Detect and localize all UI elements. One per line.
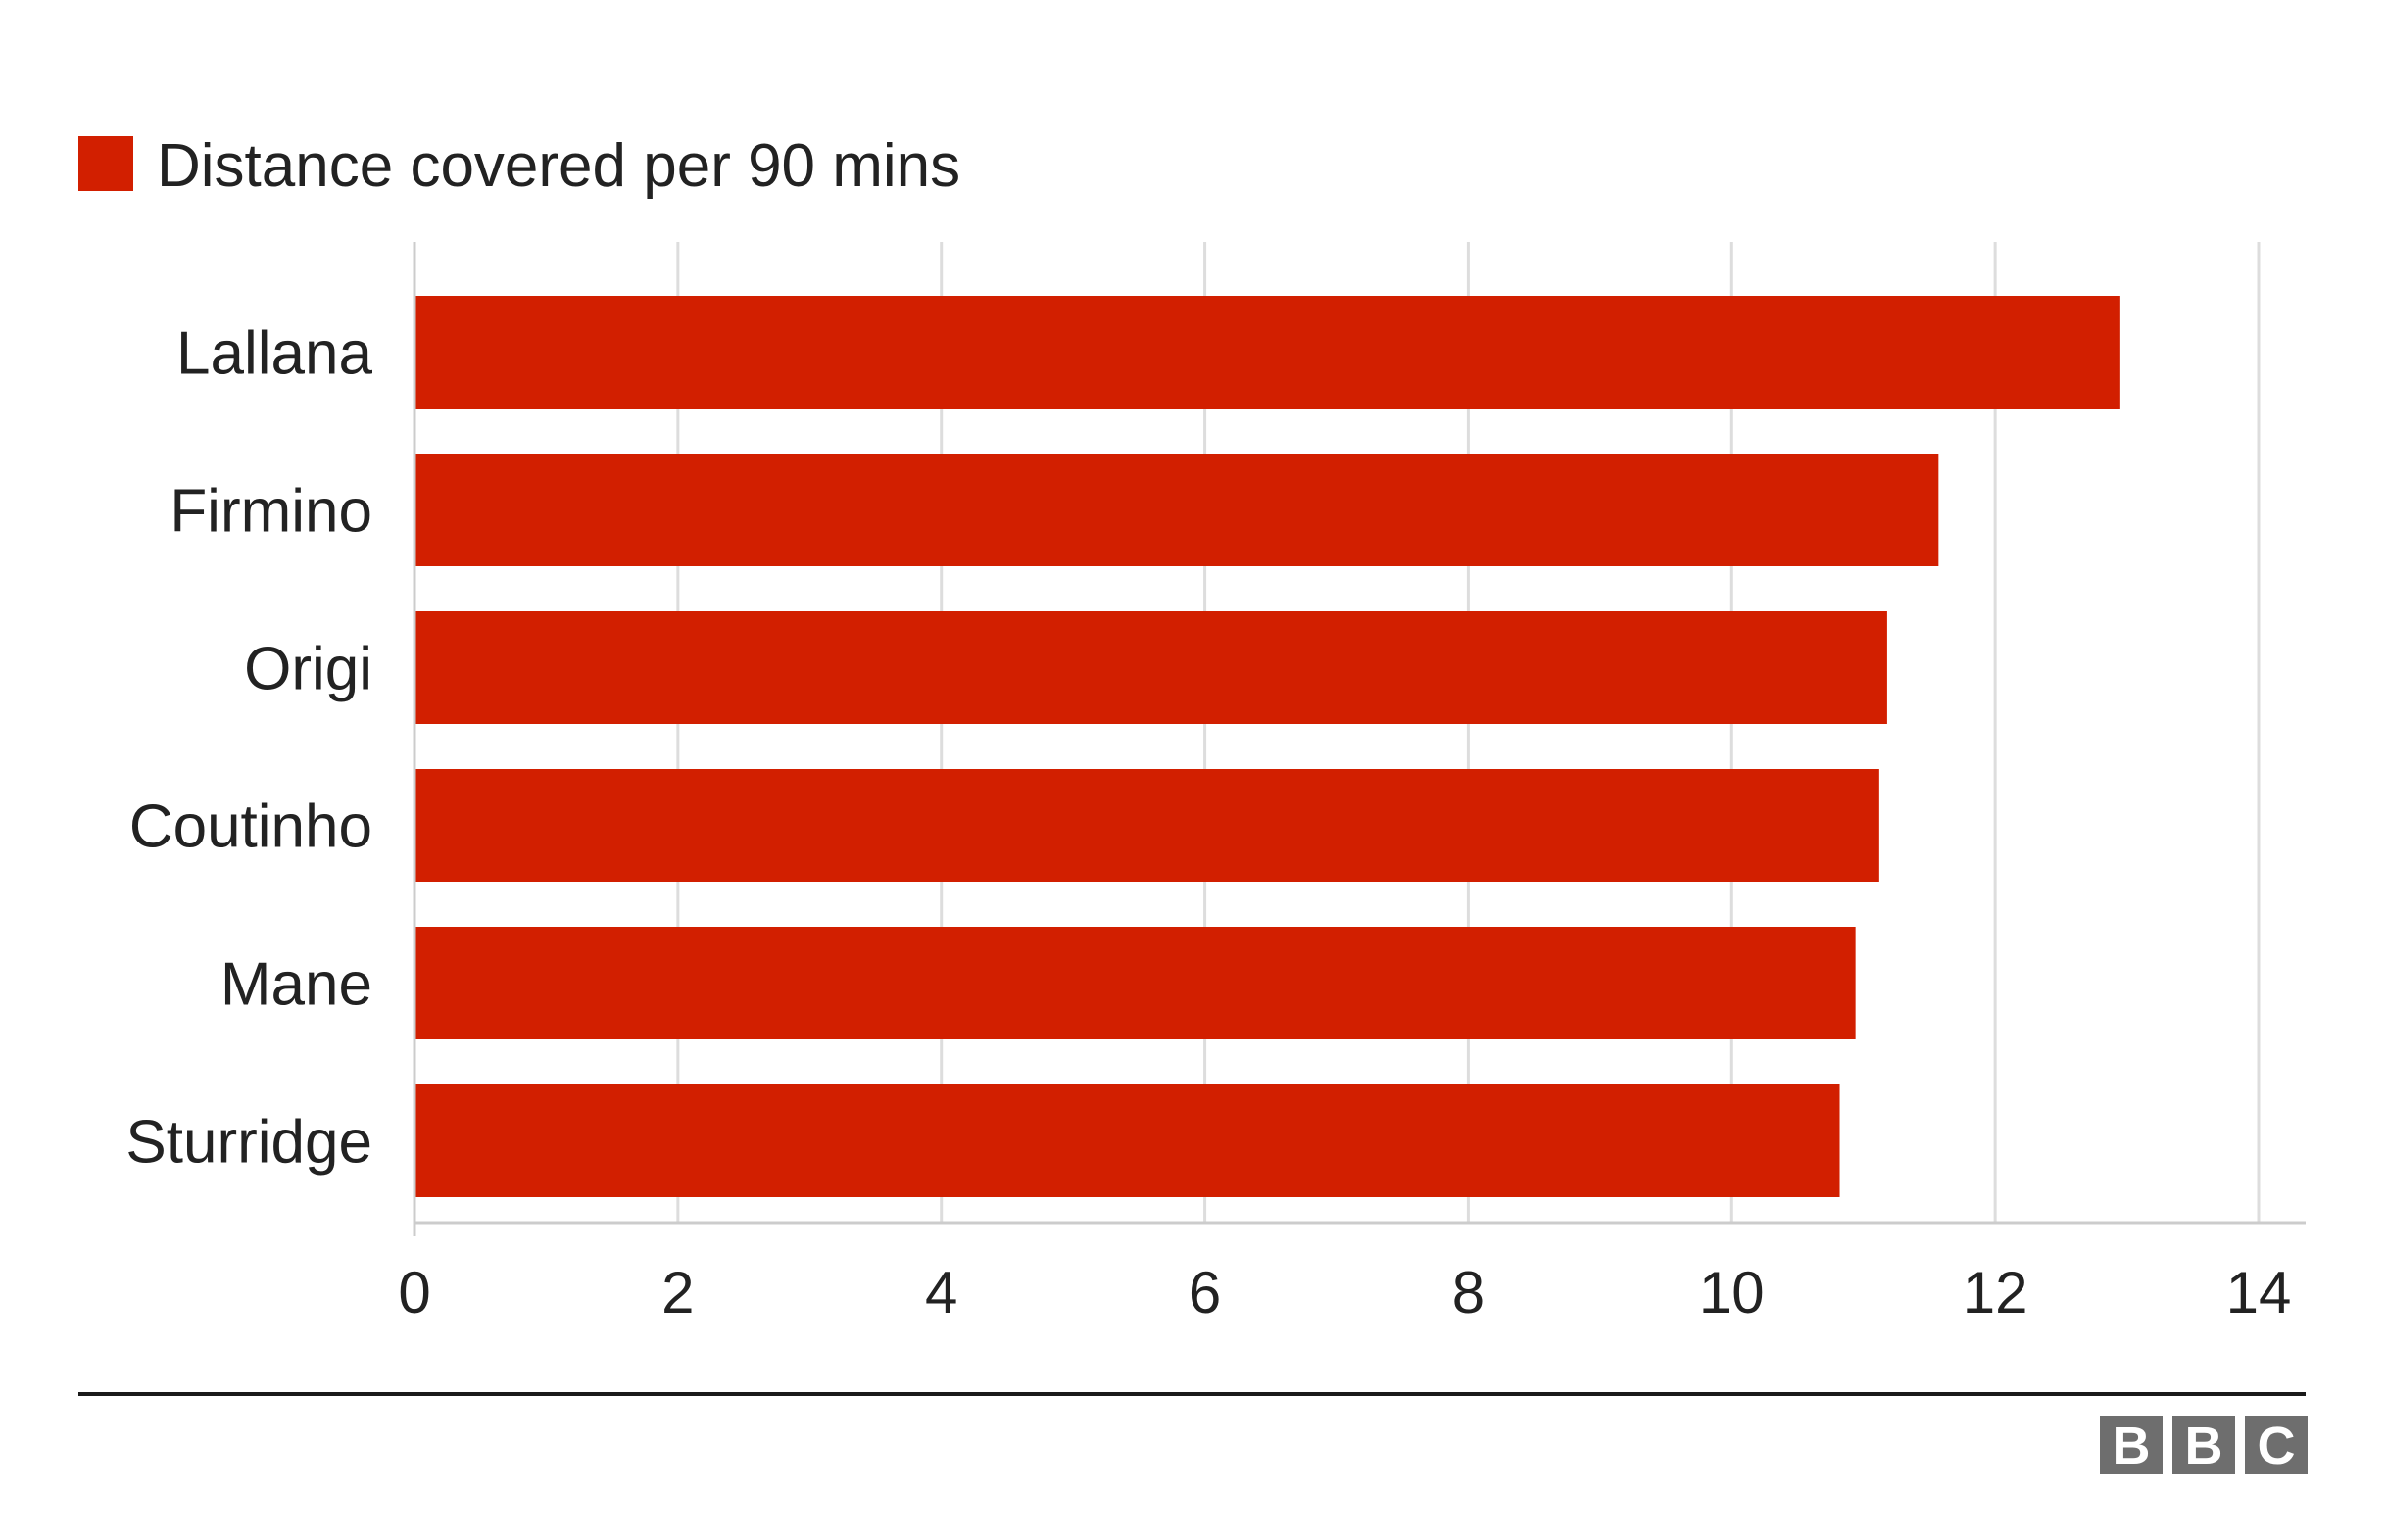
category-label-lallana: Lallana [176,320,372,388]
bar-sturridge [414,1084,1840,1197]
bar-mane [414,927,1856,1039]
x-tick-label-0: 0 [398,1260,430,1325]
legend: Distance covered per 90 mins [78,132,960,200]
legend-swatch [78,136,133,191]
x-tick-label-12: 12 [1963,1260,2028,1325]
bbc-logo-box-1 [2100,1416,2163,1474]
x-tick-label-8: 8 [1452,1260,1485,1325]
bar-origi [414,611,1887,724]
bbc-logo-letter-1: B [2113,1417,2151,1475]
bar-lallana [414,296,2120,409]
x-tick-label-2: 2 [661,1260,694,1325]
legend-label: Distance covered per 90 mins [157,132,960,200]
bars [414,296,2120,1197]
bbc-logo-box-3 [2245,1416,2308,1474]
bbc-logo-letter-2: B [2185,1417,2223,1475]
bar-coutinho [414,769,1879,882]
category-label-firmino: Firmino [170,478,372,546]
bar-firmino [414,454,1939,566]
x-tick-label-6: 6 [1189,1260,1221,1325]
x-tick-labels: 0 2 4 6 8 10 12 14 [398,1260,2291,1325]
category-label-origi: Origi [244,636,372,703]
x-axis [413,242,2306,1236]
bbc-logo-letter-3: C [2258,1417,2296,1475]
category-labels: Lallana Firmino Origi Coutinho Mane Sturridge [125,320,372,1177]
bbc-logo-box-2 [2172,1416,2235,1474]
x-tick-label-4: 4 [925,1260,957,1325]
category-label-coutinho: Coutinho [129,794,372,861]
category-label-mane: Mane [220,951,372,1019]
x-tick-label-10: 10 [1699,1260,1765,1325]
x-tick-label-14: 14 [2226,1260,2292,1325]
category-label-sturridge: Sturridge [125,1109,372,1177]
